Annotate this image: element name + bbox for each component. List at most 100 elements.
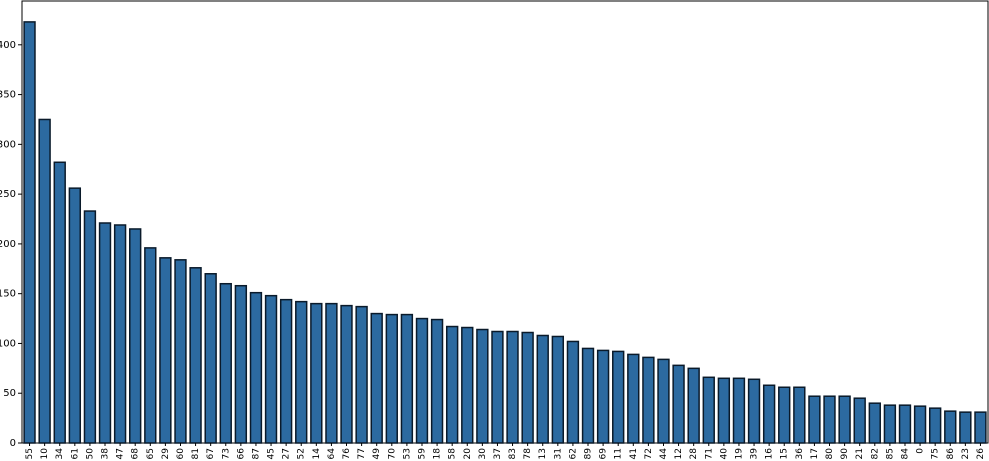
- x-tick-label: 16: [765, 448, 775, 460]
- x-tick-label: 21: [855, 448, 865, 459]
- bar: [189, 267, 202, 444]
- x-tick-label: 84: [900, 448, 910, 460]
- bar: [627, 353, 640, 444]
- bar: [279, 298, 293, 444]
- bar: [959, 411, 972, 444]
- x-tick-label: 80: [825, 448, 835, 460]
- x-tick-label: 70: [387, 448, 397, 460]
- bar: [642, 356, 655, 444]
- bar: [823, 395, 836, 444]
- bar: [521, 331, 534, 444]
- x-tick-label: 29: [161, 448, 171, 460]
- bar: [596, 349, 610, 444]
- x-tick-label: 60: [176, 448, 186, 460]
- x-tick-label: 50: [85, 448, 95, 460]
- x-tick-label: 59: [417, 448, 427, 460]
- bar: [219, 282, 232, 444]
- x-tick-label: 26: [976, 448, 986, 460]
- x-tick-label: 39: [750, 448, 760, 460]
- bar: [53, 161, 66, 444]
- x-tick-label: 15: [780, 448, 790, 459]
- bar: [461, 326, 474, 444]
- bar: [310, 302, 323, 444]
- x-tick-label: 0: [916, 448, 926, 454]
- x-tick-label: 44: [659, 448, 669, 460]
- bar: [476, 328, 489, 444]
- x-tick-label: 58: [448, 448, 458, 460]
- bar: [687, 367, 700, 444]
- x-tick-label: 72: [644, 448, 654, 459]
- bar: [400, 313, 414, 444]
- x-tick-label: 28: [689, 448, 699, 460]
- bar: [536, 334, 549, 444]
- x-tick-label: 81: [191, 448, 201, 459]
- bar: [944, 410, 957, 444]
- y-tick-label: 300: [0, 139, 16, 150]
- bar: [264, 294, 278, 444]
- bar: [159, 257, 172, 444]
- x-tick-label: 31: [553, 448, 563, 459]
- x-tick-label: 65: [146, 448, 156, 459]
- x-tick-label: 55: [25, 448, 35, 459]
- bar: [430, 318, 444, 444]
- y-tick-label: 50: [3, 388, 16, 399]
- bar: [913, 405, 927, 444]
- bar: [898, 404, 912, 444]
- x-tick-label: 36: [795, 448, 805, 460]
- x-tick-label: 52: [297, 448, 307, 459]
- x-tick-label: 30: [478, 448, 488, 460]
- y-tick-label: 400: [0, 40, 16, 51]
- bar: [98, 222, 112, 444]
- x-tick-label: 11: [614, 448, 624, 459]
- bar: [868, 402, 881, 444]
- x-tick-label: 67: [206, 448, 216, 459]
- y-tick-label: 0: [10, 438, 16, 449]
- x-tick-label: 83: [508, 448, 518, 459]
- x-tick-label: 10: [40, 448, 50, 460]
- x-tick-label: 49: [372, 448, 382, 460]
- bar: [506, 330, 519, 444]
- y-tick-label: 250: [0, 189, 16, 200]
- bar: [838, 395, 851, 444]
- x-tick-label: 23: [961, 448, 971, 459]
- bar: [385, 313, 398, 444]
- bar: [23, 21, 36, 444]
- bar: [612, 350, 625, 444]
- x-tick-label: 87: [251, 448, 261, 459]
- bar: [702, 376, 715, 444]
- bar: [144, 247, 157, 444]
- x-tick-label: 34: [55, 448, 65, 460]
- bar: [415, 317, 429, 444]
- x-tick-label: 75: [931, 448, 941, 459]
- x-tick-label: 41: [629, 448, 639, 459]
- x-tick-label: 18: [433, 448, 443, 460]
- x-tick-label: 27: [282, 448, 292, 459]
- x-tick-label: 37: [493, 448, 503, 459]
- bar: [732, 377, 746, 444]
- x-tick-label: 53: [402, 448, 412, 459]
- bar: [853, 397, 866, 444]
- x-tick-label: 47: [116, 448, 126, 459]
- x-tick-label: 76: [342, 448, 352, 460]
- bar: [38, 118, 51, 444]
- x-tick-label: 73: [221, 448, 231, 459]
- x-tick-label: 77: [357, 448, 367, 459]
- bar: [883, 404, 897, 444]
- bar: [657, 358, 670, 444]
- y-tick-label: 100: [0, 338, 16, 349]
- x-tick-label: 17: [810, 448, 820, 459]
- bar: [491, 330, 504, 444]
- bar: [778, 386, 791, 444]
- bar: [340, 304, 353, 444]
- bar: [793, 386, 806, 444]
- x-tick-label: 82: [870, 448, 880, 459]
- bar: [204, 273, 217, 444]
- x-tick-label: 14: [312, 448, 322, 460]
- bar: [974, 411, 987, 444]
- bar: [355, 305, 368, 444]
- bar: [113, 224, 127, 444]
- bar: [370, 312, 383, 444]
- x-tick-label: 89: [584, 448, 594, 460]
